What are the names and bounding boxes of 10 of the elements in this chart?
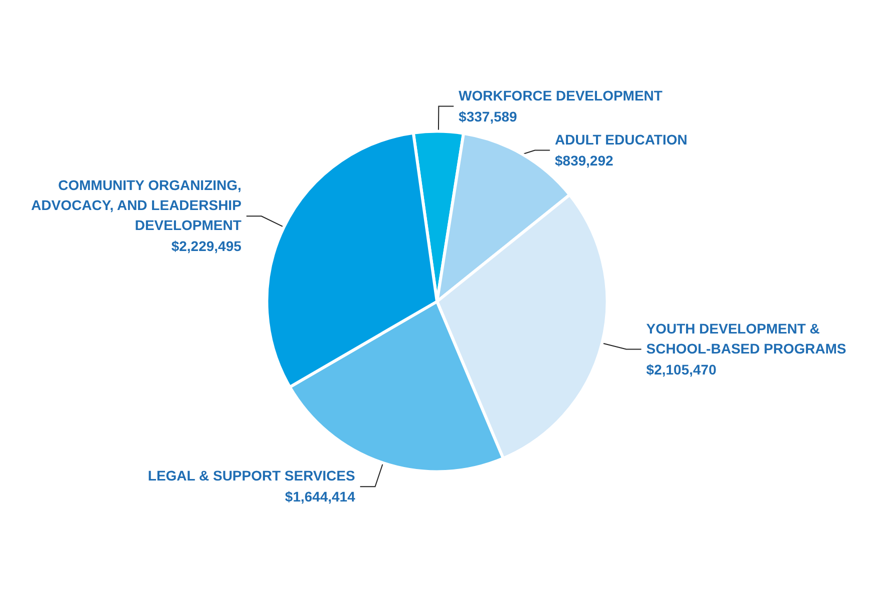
data-label: $2,105,470 <box>646 361 717 378</box>
data-label: $337,589 <box>458 108 518 124</box>
data-label: $1,644,414 <box>285 488 356 505</box>
slice-label: WORKFORCE DEVELOPMENT <box>458 87 663 104</box>
data-label: $2,229,495 <box>171 238 242 254</box>
slice-label: ADULT EDUCATION <box>554 131 688 148</box>
data-label: $839,292 <box>554 152 614 168</box>
slice-label: COMMUNITY ORGANIZING, ADVOCACY, AND LEADERSHIP DEVELOPMENT <box>31 177 242 234</box>
slice-label: YOUTH DEVELOPMENT & SCHOOL-BASED PROGRAMS <box>646 320 846 356</box>
slice-label: LEGAL & SUPPORT SERVICES <box>148 468 356 484</box>
